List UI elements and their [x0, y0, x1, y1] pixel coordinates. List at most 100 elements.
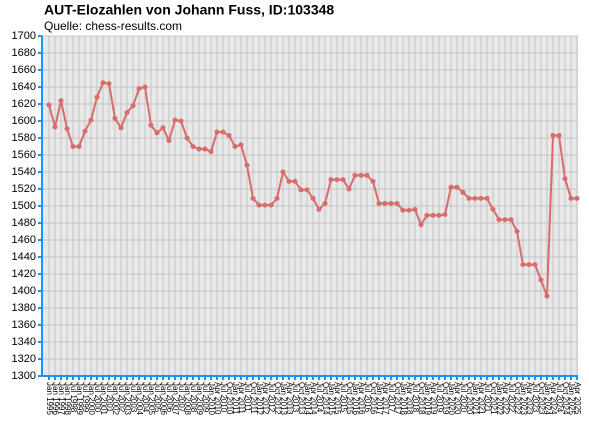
- x-tick-label: Jul 1998: [69, 382, 78, 413]
- x-tick-label: Jul 2015: [339, 382, 348, 413]
- point: [394, 200, 400, 206]
- point: [538, 277, 544, 283]
- point: [202, 146, 208, 152]
- point: [220, 129, 226, 135]
- x-tick-label: Jul 2023: [531, 382, 540, 413]
- y-tick-label: 1380: [12, 302, 36, 314]
- x-tick-label: Jul 2009: [201, 382, 210, 413]
- x-tick-label: Jan 1997: [57, 382, 66, 415]
- point: [280, 169, 286, 175]
- y-tick-label: 1300: [12, 370, 36, 382]
- chart-subtitle: Quelle: chess-results.com: [44, 19, 182, 33]
- x-tick-label: Apr 2018: [405, 382, 414, 415]
- point: [544, 293, 550, 299]
- point: [382, 200, 388, 206]
- x-tick-label: Jul 2022: [507, 382, 516, 413]
- x-tick-label: Jul 2001: [105, 382, 114, 413]
- x-tick-label: Apr 2014: [309, 382, 318, 415]
- point: [208, 149, 214, 155]
- point: [568, 195, 574, 201]
- x-tick-label: Oct 2015: [345, 382, 354, 415]
- point: [448, 184, 454, 190]
- point: [436, 212, 442, 218]
- x-tick-label: Oct 2012: [273, 382, 282, 415]
- y-tick-label: 1500: [12, 200, 36, 212]
- point: [574, 195, 580, 201]
- x-tick-label: Oct 2019: [441, 382, 450, 415]
- x-tick-label: Jul 2007: [177, 382, 186, 413]
- x-tick-label: Apr 2011: [237, 382, 246, 414]
- point: [532, 262, 538, 268]
- x-tick-label: Apr 2019: [429, 382, 438, 415]
- y-tick-label: 1460: [12, 234, 36, 246]
- x-tick-label: Jan 2013: [279, 382, 288, 415]
- point: [88, 117, 94, 123]
- x-tick-label: Oct 2020: [465, 382, 474, 415]
- x-tick-label: Jan 1999: [75, 382, 84, 415]
- point: [268, 202, 274, 208]
- x-tick-label: Jan 2020: [447, 382, 456, 415]
- point: [490, 206, 496, 212]
- x-tick-label: Jan 2024: [543, 382, 552, 415]
- point: [340, 177, 346, 183]
- point: [136, 86, 142, 92]
- x-tick-label: Jan 2014: [303, 382, 312, 415]
- y-tick-label: 1440: [12, 251, 36, 263]
- point: [118, 125, 124, 131]
- point: [520, 262, 526, 268]
- point: [184, 135, 190, 141]
- y-tick-label: 1420: [12, 268, 36, 280]
- x-tick-label: Jan 1998: [63, 382, 72, 415]
- point: [562, 176, 568, 182]
- point: [328, 177, 334, 183]
- x-tick-label: Jan 2021: [471, 382, 480, 415]
- point: [46, 102, 52, 108]
- x-tick-label: Jan 2017: [375, 382, 384, 415]
- point: [100, 80, 106, 86]
- point: [496, 217, 502, 223]
- point: [322, 200, 328, 206]
- point: [466, 195, 472, 201]
- x-tick-label: Jan 2008: [183, 382, 192, 415]
- point: [550, 132, 556, 138]
- y-tick-label: 1540: [12, 166, 36, 178]
- point: [316, 206, 322, 212]
- x-tick-label: Jul 2000: [93, 382, 102, 413]
- x-tick-label: Apr 2017: [381, 382, 390, 415]
- x-tick-label: Jul 2013: [291, 382, 300, 413]
- point: [148, 122, 154, 128]
- point: [190, 144, 196, 149]
- x-tick-label: Jan 2010: [207, 382, 216, 415]
- x-tick-label: Oct 2018: [417, 382, 426, 415]
- point: [58, 98, 64, 104]
- point: [460, 189, 466, 195]
- x-tick-label: Oct 2021: [489, 382, 498, 415]
- point: [310, 195, 316, 201]
- x-tick-label: Jan 2023: [519, 382, 528, 415]
- x-tick-label: Jul 2010: [219, 382, 228, 413]
- point: [178, 118, 184, 124]
- x-tick-label: Jan 2003: [123, 382, 132, 415]
- point: [256, 202, 262, 208]
- point: [304, 187, 310, 193]
- x-tick-label: Jul 2011: [243, 382, 252, 412]
- point: [286, 178, 292, 184]
- y-tick-label: 1620: [12, 98, 36, 110]
- x-tick-label: Jan 1995: [45, 382, 54, 415]
- point: [478, 195, 484, 201]
- point: [70, 144, 76, 149]
- x-tick-label: Jan 2002: [111, 382, 120, 415]
- x-tick-label: Jul 2018: [411, 382, 420, 413]
- x-tick-label: Jan 2015: [327, 382, 336, 415]
- x-tick-label: Jul 2005: [153, 382, 162, 413]
- y-tick-label: 1360: [12, 319, 36, 331]
- x-tick-label: Oct 2024: [561, 382, 570, 415]
- point: [154, 130, 160, 136]
- x-tick-label: Apr 2012: [261, 382, 270, 415]
- point: [298, 187, 304, 193]
- point: [412, 206, 418, 212]
- x-tick-label: Oct 2023: [537, 382, 546, 415]
- point: [442, 212, 448, 217]
- x-tick-label: Jan 2016: [351, 382, 360, 415]
- point: [406, 207, 412, 213]
